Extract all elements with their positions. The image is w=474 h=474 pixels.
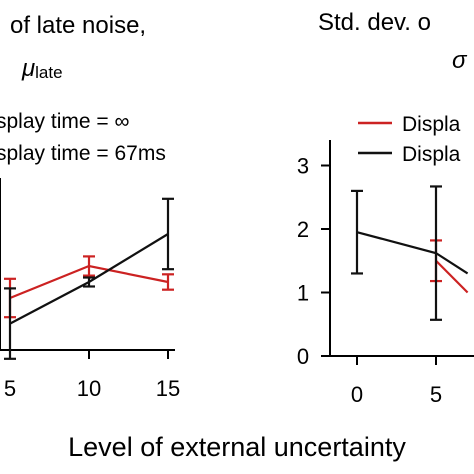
right-x-tick-label: 5	[430, 382, 442, 407]
right-title-line1: Std. dev. o	[318, 9, 431, 36]
right-legend-entry-1: Displa	[402, 113, 461, 136]
right-title-symbol: σ	[452, 47, 468, 74]
left-legend: splay time = ∞ splay time = 67ms	[0, 110, 166, 165]
right-series-black-errorbar	[351, 189, 363, 275]
right-panel: Std. dev. o σ Displa Displa 0 1 2 3 0 5	[297, 9, 474, 407]
left-x-tick-label: 5	[4, 376, 16, 401]
left-title-line1: of late noise,	[10, 12, 146, 39]
right-series-black-errorbar	[430, 185, 442, 321]
right-legend: Displa Displa	[358, 113, 461, 166]
right-y-tick-label: 0	[297, 344, 309, 369]
right-x-tick-label: 0	[351, 382, 363, 407]
left-title-subscript: late	[35, 63, 62, 82]
left-series-red-errorbar	[83, 255, 95, 277]
left-legend-entry-1: splay time = ∞	[0, 110, 129, 133]
left-panel: of late noise, μlate splay time = ∞ spla…	[0, 12, 180, 401]
shared-x-axis-label: Level of external uncertainty	[68, 432, 406, 462]
left-series-black-errorbar	[4, 287, 16, 360]
left-x-tick-label: 15	[156, 376, 180, 401]
right-series-red-line	[435, 259, 469, 294]
right-y-tick-label: 3	[297, 154, 309, 179]
left-series-red-errorbar	[162, 273, 174, 291]
right-axes: 0 1 2 3 0 5	[297, 140, 474, 407]
left-title-symbol: μlate	[21, 55, 63, 82]
left-x-tick-label: 10	[77, 376, 101, 401]
left-title-mu: μ	[21, 55, 35, 82]
left-series-black-errorbar	[83, 276, 95, 288]
left-legend-entry-2: splay time = 67ms	[0, 142, 166, 165]
right-y-tick-label: 1	[297, 281, 309, 306]
left-series-black-errorbar	[162, 197, 174, 271]
right-data	[351, 185, 469, 321]
right-y-tick-label: 2	[297, 217, 309, 242]
right-legend-entry-2: Displa	[402, 143, 461, 166]
left-data	[4, 197, 174, 360]
